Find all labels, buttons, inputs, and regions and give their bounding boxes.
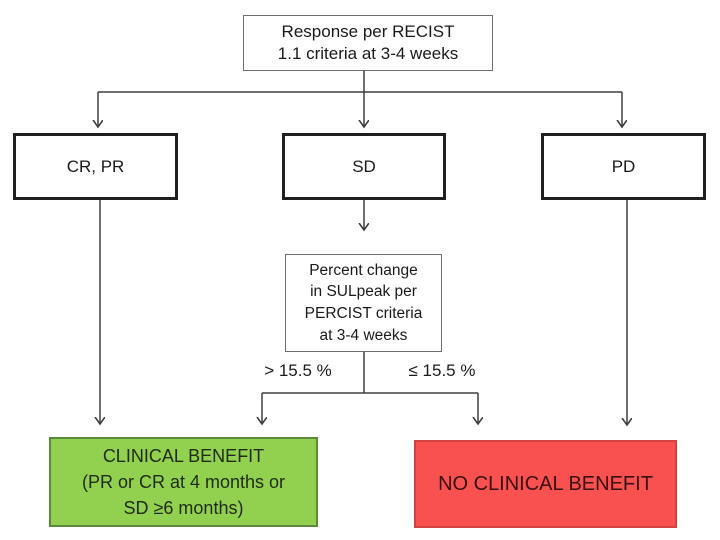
branch-box-cr-pr: CR, PR — [13, 133, 178, 200]
root-box-line1: Response per RECIST — [281, 21, 455, 41]
outcome-box-clinical-benefit: CLINICAL BENEFIT (PR or CR at 4 months o… — [49, 437, 318, 527]
branch-box-pd-label: PD — [611, 156, 636, 176]
threshold-label-greater: > 15.5 % — [264, 361, 332, 380]
percist-box: Percent change in SULpeak per PERCIST cr… — [285, 254, 442, 352]
clinical-benefit-line1: CLINICAL BENEFIT — [102, 445, 265, 466]
root-box-line2: 1.1 criteria at 3-4 weeks — [277, 44, 459, 63]
branch-box-pd: PD — [541, 133, 706, 200]
branch-box-cr-pr-label: CR, PR — [66, 156, 125, 176]
threshold-label-less-equal: ≤ 15.5 % — [408, 361, 476, 380]
root-box: Response per RECIST 1.1 criteria at 3-4 … — [243, 15, 493, 71]
percist-box-line2: in SULpeak per — [310, 283, 417, 301]
percist-box-line1: Percent change — [309, 261, 418, 279]
clinical-benefit-line2: (PR or CR at 4 months or — [81, 471, 286, 492]
percist-box-line3: PERCIST criteria — [304, 305, 423, 322]
branch-box-sd: SD — [282, 133, 446, 200]
clinical-benefit-line3: SD ≥6 months) — [123, 498, 244, 519]
percist-box-line4: at 3-4 weeks — [319, 326, 408, 344]
branch-box-sd-label: SD — [352, 156, 376, 176]
outcome-box-no-clinical-benefit: NO CLINICAL BENEFIT — [414, 440, 677, 528]
no-clinical-benefit-label: NO CLINICAL BENEFIT — [438, 472, 653, 495]
